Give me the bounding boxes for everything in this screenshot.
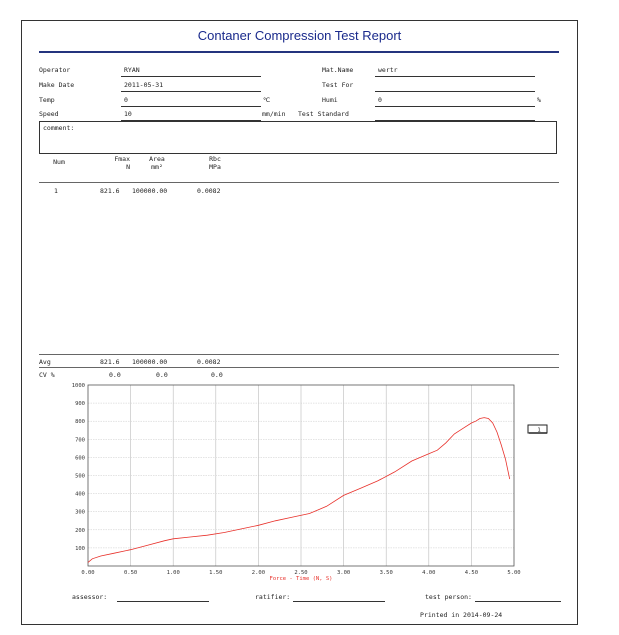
row-area: 100000.00 (132, 187, 168, 195)
x-tick-label: 5.00 (507, 570, 520, 576)
y-tick-label: 200 (75, 528, 85, 534)
cv-fmax: 0.0 (109, 371, 121, 379)
x-tick-label: 4.50 (465, 570, 478, 576)
make-date-underline (121, 91, 261, 92)
force-time-chart: 0.00 0.50 1.00 1.50 2.00 2.50 3.00 3.50 4.00 4.50… (72, 383, 548, 582)
test-person-label: test person: (425, 593, 472, 601)
header-rbc: Rbc MPa (200, 155, 230, 171)
plot-frame (87, 384, 515, 567)
humi-unit: % (537, 96, 541, 104)
avg-label: Avg (39, 358, 51, 366)
test-for-label: Test For (322, 81, 354, 89)
y-tick-label: 800 (75, 419, 85, 425)
header-area-line1: Area (149, 155, 165, 163)
x-tick-label: 4.00 (422, 570, 435, 576)
temp-label: Temp (39, 96, 55, 104)
assessor-line (117, 601, 209, 602)
row-rbc: 0.0082 (197, 187, 221, 195)
header-area: Area mm² (142, 155, 172, 171)
test-standard-underline (375, 120, 535, 121)
humi-label: Humi (322, 96, 338, 104)
y-tick-label: 100 (75, 546, 85, 552)
x-tick-label: 1.00 (167, 570, 180, 576)
legend: 1 (527, 424, 548, 434)
summary-mid-rule (39, 367, 559, 368)
x-tick-label: 3.50 (380, 570, 393, 576)
temp-value: 0 (124, 96, 128, 104)
make-date-label: Make Date (39, 81, 75, 89)
table-header-rule (39, 182, 559, 183)
humi-value: 0 (378, 96, 382, 104)
operator-value: RYAN (124, 66, 140, 74)
header-fmax: Fmax N (100, 155, 130, 171)
header-rbc-line1: Rbc (209, 155, 221, 163)
printed-date: Printed in 2014-09-24 (420, 611, 503, 619)
y-tick-label: 900 (75, 401, 85, 407)
avg-fmax: 821.6 (100, 358, 120, 366)
comment-box: comment: (39, 121, 557, 154)
comment-label: comment: (43, 124, 75, 132)
header-num-line1: Num (53, 158, 65, 166)
title-divider (39, 51, 559, 53)
header-num: Num (44, 158, 74, 166)
test-standard-label: Test Standard (298, 110, 349, 118)
speed-value: 10 (124, 110, 132, 118)
speed-label: Speed (39, 110, 59, 118)
y-tick-label: 600 (75, 455, 85, 461)
y-tick-label: 700 (75, 437, 85, 443)
operator-label: Operator (39, 66, 71, 74)
x-tick-labels: 0.00 0.50 1.00 1.50 2.00 2.50 3.00 3.50 4.00 4.50… (81, 570, 520, 576)
y-tick-label: 500 (75, 474, 85, 480)
assessor-label: assessor: (72, 593, 108, 601)
x-tick-label: 0.00 (81, 570, 94, 576)
summary-top-rule (39, 354, 559, 355)
mat-name-underline (375, 76, 535, 77)
report-page: Contaner Compression Test Report Operato… (21, 20, 578, 625)
x-tick-label: 2.00 (252, 570, 265, 576)
x-tick-label: 2.50 (294, 570, 307, 576)
operator-underline (121, 76, 261, 77)
header-rbc-line2: MPa (209, 163, 221, 171)
y-tick-label: 300 (75, 510, 85, 516)
x-tick-label: 1.50 (209, 570, 222, 576)
mat-name-value: wertr (378, 66, 398, 74)
x-tick-label: 0.50 (124, 570, 137, 576)
avg-area: 100000.00 (132, 358, 168, 366)
avg-rbc: 0.0082 (197, 358, 221, 366)
report-title: Contaner Compression Test Report (197, 28, 402, 43)
chart-grid (88, 385, 514, 566)
legend-label: 1 (537, 427, 540, 433)
chart-axes (87, 384, 515, 567)
speed-underline (121, 120, 261, 121)
make-date-value: 2011-05-31 (124, 81, 164, 89)
ratifier-label: ratifier: (255, 593, 291, 601)
y-tick-label: 1000 (72, 383, 85, 389)
ratifier-line (293, 601, 385, 602)
cv-area: 0.0 (156, 371, 168, 379)
temp-unit: ℃ (263, 96, 271, 104)
row-fmax: 821.6 (100, 187, 120, 195)
speed-unit: mm/min (262, 110, 286, 118)
mat-name-label: Mat.Name (322, 66, 354, 74)
cv-label: CV % (39, 371, 55, 379)
temp-underline (121, 106, 261, 107)
cv-rbc: 0.0 (211, 371, 223, 379)
y-tick-labels: 100 200 300 400 500 600 700 800 900 1000 (72, 383, 85, 552)
test-for-underline (375, 91, 535, 92)
series-line-1 (87, 417, 511, 563)
x-axis-label: Force - Time (N, S) (270, 576, 333, 582)
x-tick-label: 3.00 (337, 570, 350, 576)
test-person-line (475, 601, 561, 602)
header-area-line2: mm² (151, 163, 163, 171)
y-tick-label: 400 (75, 492, 85, 498)
header-fmax-line1: Fmax (114, 155, 130, 163)
header-fmax-line2: N (126, 163, 130, 171)
row-num: 1 (54, 187, 58, 195)
humi-underline (375, 106, 535, 107)
